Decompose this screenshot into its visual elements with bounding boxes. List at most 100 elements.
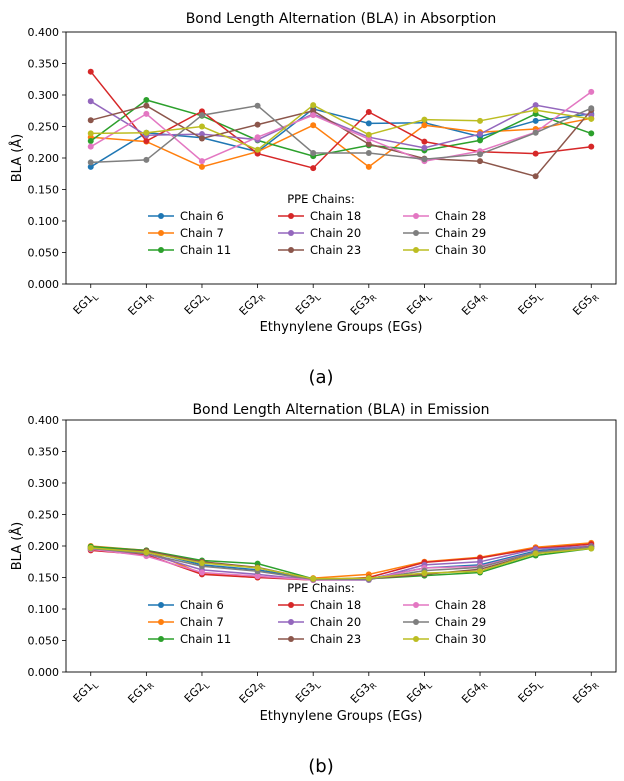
data-point	[477, 568, 484, 575]
chart-title: Bond Length Alternation (BLA) in Emissio…	[192, 402, 489, 418]
x-tick-label: EG1L	[71, 677, 101, 707]
x-tick-label: EG5R	[570, 289, 601, 320]
data-point	[365, 575, 372, 582]
legend-label: Chain 28	[435, 598, 486, 612]
data-point	[365, 136, 372, 143]
legend-swatch-marker	[288, 213, 294, 219]
legend-swatch-marker	[413, 247, 419, 253]
y-tick-label: 0.200	[28, 540, 60, 553]
data-point	[588, 115, 595, 122]
legend-swatch-marker	[158, 619, 164, 625]
data-point	[365, 163, 372, 170]
x-tick-subscript: R	[479, 681, 490, 692]
x-tick-label: EG1R	[125, 289, 156, 320]
legend-swatch-marker	[288, 230, 294, 236]
data-point	[87, 137, 94, 144]
legend-swatch-marker	[158, 230, 164, 236]
data-point	[532, 102, 539, 109]
legend-label: Chain 20	[310, 226, 361, 240]
x-tick-subscript: R	[257, 681, 268, 692]
x-tick-label: EG2R	[237, 677, 268, 708]
data-point	[198, 135, 205, 142]
data-point	[532, 129, 539, 136]
legend-swatch-marker	[158, 636, 164, 642]
x-tick-subscript: L	[202, 293, 212, 303]
legend-swatch-marker	[158, 247, 164, 253]
legend-label: Chain 29	[435, 615, 486, 629]
x-tick-label: EG4R	[459, 677, 490, 708]
series-chain-7	[87, 115, 595, 170]
x-tick-label: EG5L	[516, 289, 546, 319]
legend-label: Chain 30	[435, 632, 486, 646]
y-tick-label: 0.400	[28, 414, 60, 427]
x-tick-label: EG3L	[293, 677, 323, 707]
series-line	[90, 104, 592, 151]
legend-item: Chain 7	[148, 615, 224, 629]
series-line	[90, 546, 592, 581]
x-tick-subscript: L	[424, 293, 434, 303]
data-point	[198, 123, 205, 130]
x-tick-subscript: R	[590, 293, 601, 304]
data-point	[143, 156, 150, 163]
data-point	[365, 131, 372, 138]
y-tick-label: 0.150	[28, 572, 60, 585]
x-tick-label: EG2L	[182, 289, 212, 319]
legend-label: Chain 23	[310, 632, 361, 646]
legend-label: Chain 6	[180, 598, 224, 612]
data-point	[254, 121, 261, 128]
data-point	[532, 117, 539, 124]
legend-label: Chain 7	[180, 226, 224, 240]
data-point	[143, 102, 150, 109]
x-tick-subscript: R	[146, 293, 157, 304]
series-line	[90, 117, 592, 168]
chart-emission: Bond Length Alternation (BLA) in Emissio…	[9, 402, 617, 777]
data-point	[477, 558, 484, 565]
series-line	[90, 547, 592, 580]
x-tick-label: EG5R	[570, 677, 601, 708]
data-point	[198, 131, 205, 138]
x-tick-label: EG4L	[404, 289, 434, 319]
legend-item: Chain 6	[148, 598, 224, 612]
y-tick-label: 0.150	[28, 184, 60, 197]
x-tick-subscript: R	[257, 293, 268, 304]
data-point	[477, 137, 484, 144]
data-point	[421, 138, 428, 145]
data-point	[588, 545, 595, 552]
data-point	[254, 146, 261, 153]
x-tick-subscript: L	[313, 681, 323, 691]
data-point	[477, 151, 484, 158]
legend-item: Chain 28	[403, 598, 486, 612]
x-tick-label: EG3R	[348, 289, 379, 320]
series-line	[90, 100, 592, 149]
y-axis-label: BLA (Å)	[9, 134, 25, 183]
data-point	[588, 143, 595, 150]
legend-item: Chain 18	[278, 209, 361, 223]
data-point	[477, 117, 484, 124]
data-point	[87, 130, 94, 137]
data-point	[310, 122, 317, 129]
series-line	[90, 99, 592, 157]
data-point	[198, 163, 205, 170]
legend-item: Chain 29	[403, 615, 486, 629]
data-point	[87, 544, 94, 551]
data-point	[198, 112, 205, 119]
data-point	[477, 158, 484, 165]
y-tick-label: 0.100	[28, 603, 60, 616]
legend-label: Chain 18	[310, 598, 361, 612]
series-chain-30	[87, 102, 595, 153]
data-point	[365, 149, 372, 156]
legend-label: Chain 18	[310, 209, 361, 223]
x-axis-label: Ethynylene Groups (EGs)	[260, 320, 423, 335]
legend-swatch-marker	[413, 602, 419, 608]
data-point	[310, 107, 317, 114]
data-point	[477, 131, 484, 138]
data-point	[532, 107, 539, 114]
data-point	[143, 549, 150, 556]
x-tick-subscript: L	[91, 681, 101, 691]
data-point	[310, 112, 317, 119]
data-point	[310, 165, 317, 172]
x-tick-subscript: L	[313, 293, 323, 303]
figure-caption: (a)	[308, 367, 333, 388]
legend-item: Chain 23	[278, 243, 361, 257]
